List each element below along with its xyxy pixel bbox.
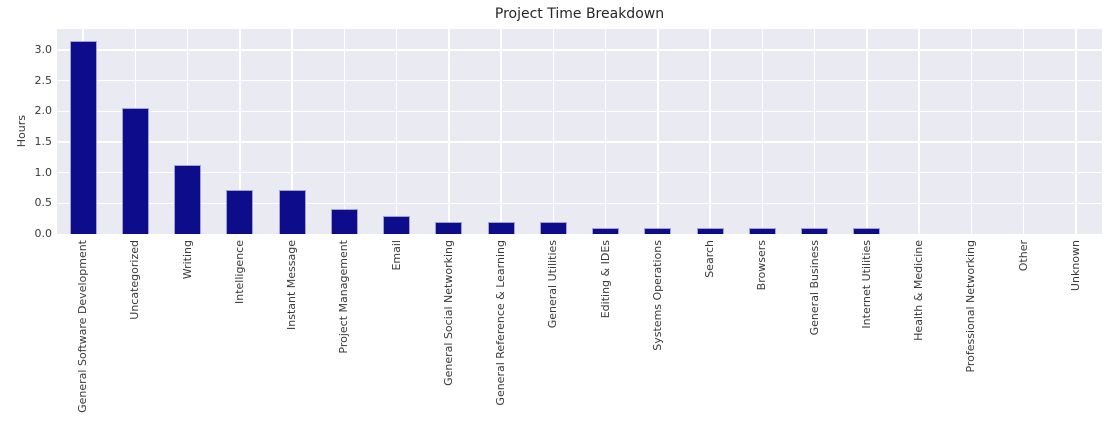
v-gridline xyxy=(291,29,293,234)
h-gridline xyxy=(57,110,1102,112)
x-tick-label: Browsers xyxy=(755,240,769,291)
v-gridline xyxy=(813,29,816,234)
y-tick-label: 1.0 xyxy=(34,165,53,179)
bar xyxy=(853,228,881,234)
x-tick-label: Editing & IDEs xyxy=(598,240,612,319)
bar xyxy=(121,108,149,234)
x-tick-label: Writing xyxy=(180,240,194,280)
v-gridline xyxy=(343,29,346,234)
x-tick-label: Project Management xyxy=(337,240,351,354)
x-tick-label: Instant Message xyxy=(285,240,299,330)
bar xyxy=(801,228,829,234)
x-tick-label: Systems Operations xyxy=(650,240,664,351)
x-tick-label: Professional Networking xyxy=(964,240,978,373)
y-tick-label: 3.0 xyxy=(34,42,53,56)
h-gridline xyxy=(57,79,1102,82)
v-gridline xyxy=(657,29,659,234)
bar xyxy=(226,190,254,234)
bar xyxy=(696,228,724,234)
bar xyxy=(487,222,515,234)
v-gridline xyxy=(448,29,450,234)
y-tick-label: 1.5 xyxy=(34,134,53,148)
bar xyxy=(539,222,567,234)
x-tick-label: Other xyxy=(1016,240,1030,272)
chart-title: Project Time Breakdown xyxy=(494,6,665,22)
bar xyxy=(69,41,97,234)
y-tick-label: 2.0 xyxy=(34,104,53,118)
y-tick-label: 0.5 xyxy=(34,196,53,210)
v-gridline xyxy=(552,29,555,234)
bar xyxy=(278,190,306,234)
v-gridline xyxy=(1075,29,1077,234)
v-gridline xyxy=(186,29,189,234)
v-gridline xyxy=(918,29,920,234)
bar xyxy=(644,228,672,234)
h-gridline xyxy=(57,141,1102,143)
v-gridline xyxy=(970,29,973,234)
x-tick-label: General Business xyxy=(807,240,821,336)
v-gridline xyxy=(709,29,711,234)
v-gridline xyxy=(866,29,868,234)
x-tick-label: Email xyxy=(389,240,403,271)
x-tick-label: Health & Medicine xyxy=(912,240,926,341)
h-gridline xyxy=(57,171,1102,174)
v-gridline xyxy=(395,29,398,234)
x-tick-label: Intelligence xyxy=(232,240,246,305)
v-gridline xyxy=(604,29,607,234)
v-gridline xyxy=(500,29,502,234)
y-tick-label: 0.0 xyxy=(34,227,53,240)
h-gridline xyxy=(57,49,1102,51)
x-tick-label: General Utilities xyxy=(546,240,560,329)
x-tick-label: Internet Utilities xyxy=(859,240,873,329)
bar xyxy=(435,222,463,234)
v-gridline xyxy=(239,29,241,234)
x-tick-label: General Social Networking xyxy=(441,240,455,386)
x-tick-label: Unknown xyxy=(1068,240,1082,292)
x-tick-label: Search xyxy=(703,240,717,278)
v-gridline xyxy=(1022,29,1025,234)
bar xyxy=(592,228,620,234)
bar xyxy=(383,216,411,234)
y-tick-label: 2.5 xyxy=(34,73,53,87)
bar xyxy=(174,165,202,234)
bar xyxy=(330,209,358,234)
x-tick-label: General Reference & Learning xyxy=(494,240,508,406)
v-gridline xyxy=(761,29,764,234)
h-gridline xyxy=(57,202,1102,205)
x-tick-label: General Software Development xyxy=(76,240,90,413)
bar xyxy=(748,228,776,234)
x-tick-label: Uncategorized xyxy=(128,240,142,320)
plot-area xyxy=(57,29,1102,234)
